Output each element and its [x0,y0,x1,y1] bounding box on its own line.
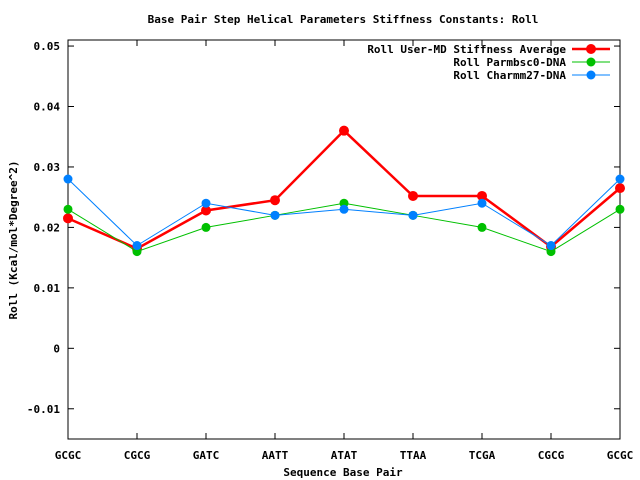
x-tick-label: GATC [193,449,220,462]
data-point [270,210,280,220]
plot-area-border [67,39,621,440]
x-tick-label: ATAT [331,449,358,462]
x-tick-label: GCGC [607,449,634,462]
series-1 [63,125,625,254]
x-tick-label: CGCG [538,449,565,462]
legend-marker [586,70,596,80]
y-axis: -0.01 0 0.01 0.02 0.03 0.04 0.05 [27,40,620,416]
series-layer [63,125,625,257]
data-point [201,198,211,208]
legend-label: Roll User-MD Stiffness Average [367,43,566,56]
data-point [408,210,418,220]
x-axis: GCGC CGCG GATC AATT ATAT TTAA TCGA CGCG GCGC [55,40,634,462]
data-point [63,204,73,214]
legend-label: Roll Charmm27-DNA [453,69,566,82]
y-tick-label: 0 [53,342,60,355]
legend-marker [586,44,596,54]
y-tick-label: 0.03 [34,161,61,174]
x-tick-label: CGCG [124,449,151,462]
legend-label: Roll Parmbsc0-DNA [453,56,566,69]
y-tick-label: 0.02 [34,221,61,234]
data-point [615,183,625,194]
data-point [615,174,625,184]
y-tick-label: 0.01 [34,282,61,295]
data-point [477,190,487,201]
chart-title: Base Pair Step Helical Parameters Stiffn… [148,13,539,26]
series-3 [63,174,625,251]
data-point [63,174,73,184]
x-tick-label: TTAA [400,449,427,462]
legend-marker [586,57,596,67]
data-point [477,222,487,232]
x-tick-label: GCGC [55,449,82,462]
data-point [270,195,280,206]
y-tick-label: 0.04 [34,101,61,114]
x-axis-label: Sequence Base Pair [283,466,403,479]
data-point [201,222,211,232]
data-point [132,241,142,251]
data-point [615,204,625,214]
x-tick-label: AATT [262,449,289,462]
series-line [67,128,621,250]
data-point [339,204,349,214]
data-point [339,125,349,136]
data-point [546,241,556,251]
data-point [63,213,73,224]
data-point [477,198,487,208]
data-point [201,205,211,216]
y-tick-label: -0.01 [27,403,60,416]
y-axis-label: Roll (Kcal/mol*Degree^2) [7,161,20,320]
x-tick-label: TCGA [469,449,496,462]
y-tick-label: 0.05 [34,40,61,53]
data-point [408,190,418,201]
